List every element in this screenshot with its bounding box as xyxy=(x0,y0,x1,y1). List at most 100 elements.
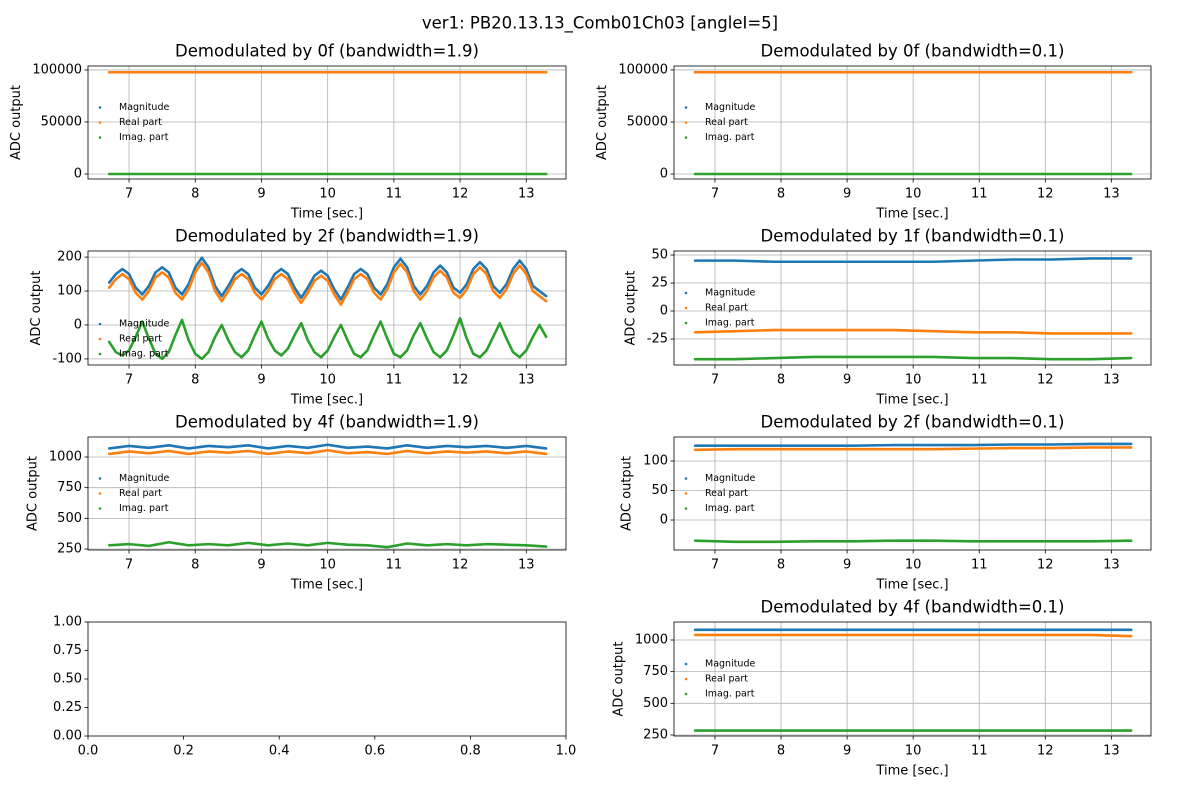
subplot-title: Demodulated by 4f (bandwidth=1.9) xyxy=(175,413,479,432)
y-tick-label: 0.75 xyxy=(53,643,82,658)
series-trace xyxy=(107,316,548,361)
x-axis-label: Time [sec.] xyxy=(875,393,948,408)
x-tick-label: 11 xyxy=(971,744,988,759)
y-tick-label: 100 xyxy=(643,454,668,469)
subplot-title: Demodulated by 2f (bandwidth=0.1) xyxy=(761,413,1065,432)
y-tick-label: 500 xyxy=(57,511,82,526)
legend: Magnitude Real part Imag. part xyxy=(98,102,169,143)
legend-marker xyxy=(98,136,102,139)
legend: Magnitude Real part Imag. part xyxy=(98,319,169,360)
x-tick-label: 8 xyxy=(777,558,785,573)
y-tick-label: 0.00 xyxy=(53,729,82,744)
axes-frame xyxy=(87,621,567,737)
x-tick-label: 8 xyxy=(191,187,199,202)
subplot-title: Demodulated by 2f (bandwidth=1.9) xyxy=(175,227,479,246)
x-axis-label: Time [sec.] xyxy=(290,207,363,222)
legend-label: Magnitude xyxy=(705,102,755,113)
y-tick-label: 50 xyxy=(651,483,668,498)
legend-marker xyxy=(98,492,102,495)
subplot: 7 8 9 10 11 12 13 -25 0 25 50 Demodulated by 1f (ba… xyxy=(623,227,1152,408)
x-tick-label: 13 xyxy=(518,558,535,573)
x-tick-label: 12 xyxy=(1037,373,1054,388)
legend-marker xyxy=(684,106,688,109)
series-trace xyxy=(693,328,1133,335)
x-tick-label: 11 xyxy=(386,187,403,202)
x-tick-label: 10 xyxy=(905,558,922,573)
plot-area xyxy=(674,622,1151,736)
legend-marker xyxy=(684,492,688,495)
x-tick-label: 0.4 xyxy=(269,744,290,759)
y-tick-label: 250 xyxy=(643,727,668,742)
y-tick-label: 200 xyxy=(57,250,82,265)
x-tick-label: 10 xyxy=(905,187,922,202)
y-axis-label: ADC output xyxy=(29,271,44,346)
series-trace xyxy=(693,539,1133,544)
y-tick-label: 25 xyxy=(651,276,668,291)
x-tick-label: 7 xyxy=(125,558,133,573)
legend-label: Magnitude xyxy=(705,473,755,484)
x-tick-label: 13 xyxy=(1103,744,1120,759)
x-tick-label: 12 xyxy=(1037,187,1054,202)
series-trace xyxy=(693,355,1133,361)
x-tick-label: 12 xyxy=(452,558,469,573)
y-tick-label: 0 xyxy=(74,317,82,332)
y-tick-label: 100000 xyxy=(618,62,668,77)
legend-marker xyxy=(684,692,688,696)
x-tick-label: 9 xyxy=(257,558,265,573)
series-trace xyxy=(107,256,548,301)
y-tick-label: 0 xyxy=(660,304,668,319)
legend-label: Imag. part xyxy=(705,689,755,700)
y-axis-label: ADC output xyxy=(25,456,40,531)
legend-marker xyxy=(98,337,102,341)
y-tick-label: 500 xyxy=(643,696,668,711)
legend-marker xyxy=(684,507,688,510)
legend-label: Imag. part xyxy=(119,503,169,514)
y-tick-label: 0.50 xyxy=(53,672,82,687)
legend-label: Real part xyxy=(705,488,748,499)
x-tick-label: 0.8 xyxy=(460,744,481,759)
y-tick-label: 50 xyxy=(651,248,668,263)
axes-frame xyxy=(87,436,567,551)
x-tick-label: 10 xyxy=(319,558,336,573)
subplot-title: Demodulated by 4f (bandwidth=0.1) xyxy=(761,598,1065,617)
subplot: 7 8 9 10 11 12 13 0 50000 100000 Demodulated by 0f… xyxy=(9,42,567,222)
legend-marker xyxy=(98,507,102,510)
plot-area xyxy=(88,437,566,550)
legend: Magnitude Real part Imag. part xyxy=(684,659,755,700)
y-tick-label: 50000 xyxy=(41,114,82,129)
x-tick-label: 7 xyxy=(711,373,719,388)
figure-title: ver1: PB20.13.13_Comb01Ch03 [angleI=5] xyxy=(422,14,778,34)
legend-label: Real part xyxy=(119,334,162,345)
x-axis-label: Time [sec.] xyxy=(875,578,948,593)
x-tick-label: 10 xyxy=(319,187,336,202)
axes-frame xyxy=(673,65,1152,180)
y-axis-label: ADC output xyxy=(620,456,635,531)
legend-marker xyxy=(684,477,688,480)
legend-marker xyxy=(684,136,688,139)
x-tick-label: 12 xyxy=(1037,744,1054,759)
legend: Magnitude Real part Imag. part xyxy=(684,288,755,329)
legend-label: Magnitude xyxy=(705,659,755,670)
x-tick-label: 10 xyxy=(319,373,336,388)
series-trace xyxy=(693,257,1133,264)
legend-marker xyxy=(684,121,688,124)
y-tick-label: 0 xyxy=(660,513,668,528)
y-tick-label: 0.25 xyxy=(53,700,82,715)
subplot-title: Demodulated by 0f (bandwidth=0.1) xyxy=(761,42,1065,61)
y-tick-label: 750 xyxy=(643,664,668,679)
y-tick-label: 0 xyxy=(74,167,82,182)
legend: Magnitude Real part Imag. part xyxy=(684,102,755,143)
legend: Magnitude Real part Imag. part xyxy=(684,473,755,514)
y-tick-label: 1000 xyxy=(49,449,82,464)
x-tick-label: 12 xyxy=(452,373,469,388)
legend-label: Magnitude xyxy=(705,288,755,299)
legend-marker xyxy=(98,106,102,109)
x-tick-label: 11 xyxy=(971,558,988,573)
subplot-title: Demodulated by 1f (bandwidth=0.1) xyxy=(761,227,1065,246)
subplot: 7 8 9 10 11 12 13 250 500 750 1000 Demodulated by 4… xyxy=(611,598,1152,779)
legend-marker xyxy=(684,677,688,681)
x-tick-label: 0.0 xyxy=(78,744,99,759)
y-axis-label: ADC output xyxy=(611,642,626,717)
x-tick-label: 7 xyxy=(711,558,719,573)
y-axis-label: ADC output xyxy=(9,85,24,160)
